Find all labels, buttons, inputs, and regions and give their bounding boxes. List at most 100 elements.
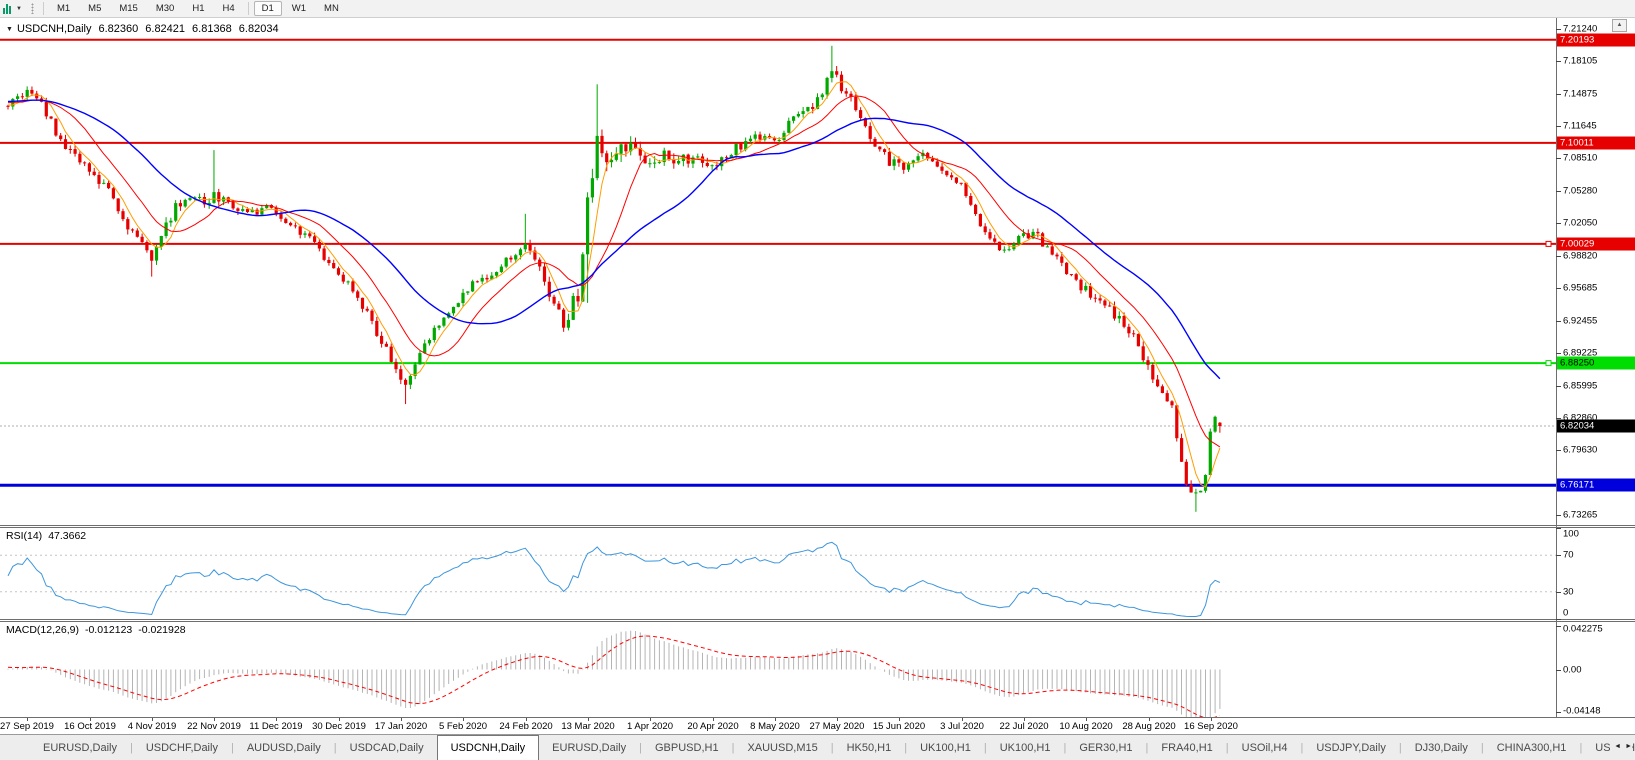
date-label: 30 Dec 2019 — [312, 721, 366, 732]
date-tick — [401, 718, 402, 721]
price-tick-label: 6.73265 — [1563, 509, 1598, 521]
price-tick — [1556, 450, 1561, 451]
date-tick — [1024, 718, 1025, 721]
date-label: 5 Feb 2020 — [438, 721, 488, 732]
timeframe-button-H1[interactable]: H1 — [192, 3, 205, 14]
collapse-triangle-icon[interactable]: ▼ — [6, 26, 13, 33]
price-tick — [1556, 353, 1561, 354]
date-label: 4 Nov 2019 — [127, 721, 177, 732]
date-tick — [339, 718, 340, 721]
rsi-tick — [1556, 528, 1561, 529]
date-tick — [276, 718, 277, 721]
rsi-value: 47.3662 — [48, 530, 87, 542]
pane-divider[interactable] — [0, 619, 1635, 620]
tab-scroll-right-button[interactable]: ► — [1625, 743, 1632, 750]
rsi-line — [7, 541, 1221, 617]
date-label: 27 Sep 2019 — [0, 721, 54, 732]
price-tick-label: 7.21240 — [1563, 23, 1598, 35]
date-label: 11 Dec 2019 — [249, 721, 303, 732]
macd-signal-line — [7, 635, 1221, 717]
pane-divider[interactable] — [0, 525, 1635, 526]
timeframe-button-MN[interactable]: MN — [324, 3, 339, 14]
tab-scroll-buttons: ◄ ► — [1610, 740, 1632, 754]
price-badge-6.76171: 6.76171 — [1557, 478, 1635, 492]
date-label: 28 Aug 2020 — [1122, 721, 1176, 732]
tab-separator: | — [1480, 741, 1484, 754]
price-tick-label: 7.11645 — [1563, 120, 1597, 132]
rsi-tick-label: 70 — [1563, 549, 1574, 561]
date-tick — [463, 718, 464, 721]
price-chart-pane[interactable] — [0, 18, 1557, 525]
line-handle[interactable] — [1545, 360, 1552, 367]
price-badge-6.88250: 6.88250 — [1557, 356, 1635, 370]
date-tick — [899, 718, 900, 721]
date-label: 27 May 2020 — [809, 721, 865, 732]
rsi-pane[interactable] — [0, 528, 1557, 619]
tab-fra40-h1[interactable]: FRA40,H1 — [1161, 741, 1213, 754]
price-tick — [1556, 29, 1561, 30]
tab-usdjpy-daily[interactable]: USDJPY,Daily — [1316, 741, 1386, 754]
chevron-down-icon[interactable]: ▼ — [16, 5, 22, 12]
pane-divider — [0, 621, 1635, 622]
date-tick — [1086, 718, 1087, 721]
tab-audusd-daily[interactable]: AUDUSD,Daily — [246, 741, 321, 754]
tab-separator: | — [333, 741, 337, 754]
tab-usoil-h4[interactable]: USOil,H4 — [1241, 741, 1288, 754]
timeframe-button-M1[interactable]: M1 — [56, 3, 71, 14]
tab-china300-h1[interactable]: CHINA300,H1 — [1496, 741, 1567, 754]
tab-eurusd-daily[interactable]: EURUSD,Daily — [43, 741, 117, 754]
tab-usdchf-daily[interactable]: USDCHF,Daily — [145, 741, 218, 754]
tab-hk50-h1[interactable]: HK50,H1 — [846, 741, 892, 754]
date-label: 10 Aug 2020 — [1059, 721, 1113, 732]
price-tick-label: 6.79630 — [1563, 444, 1598, 456]
date-tick — [837, 718, 838, 721]
price-tick — [1556, 94, 1561, 95]
timeframe-button-M15[interactable]: M15 — [119, 3, 138, 14]
date-label: 3 Jul 2020 — [940, 721, 984, 732]
tab-separator: | — [639, 741, 642, 754]
timeframe-button-W1[interactable]: W1 — [291, 3, 307, 14]
pane-divider — [0, 527, 1635, 528]
chart-tool-button[interactable]: ▼ — [3, 3, 24, 14]
tab-dj30-daily[interactable]: DJ30,Daily — [1414, 741, 1468, 754]
tab-xauusd-m15[interactable]: XAUUSD,M15 — [747, 741, 818, 754]
tab-usdcad-daily[interactable]: USDCAD,Daily — [349, 741, 424, 754]
macd-pane[interactable] — [0, 622, 1557, 717]
timeframe-button-M30[interactable]: M30 — [155, 3, 175, 14]
tab-scroll-left-button[interactable]: ◄ — [1614, 743, 1622, 750]
price-tick-label: 7.08510 — [1563, 152, 1598, 164]
price-badge-6.82034: 6.82034 — [1557, 419, 1635, 433]
timeframe-button-M5[interactable]: M5 — [88, 3, 102, 14]
tab-eurusd-daily[interactable]: EURUSD,Daily — [552, 741, 627, 754]
line-handle[interactable] — [1545, 240, 1552, 247]
scroll-up-button[interactable]: ▲ — [1612, 19, 1627, 32]
macd-histogram — [7, 630, 1221, 717]
price-tick — [1556, 158, 1561, 159]
rsi-tick-label: 100 — [1563, 528, 1579, 540]
chart-bars-icon — [3, 3, 12, 14]
price-tick-label: 6.82860 — [1563, 412, 1598, 424]
timeframe-button-D1[interactable]: D1 — [253, 1, 282, 16]
price-tick — [1556, 515, 1561, 516]
tab-ger30-h1[interactable]: GER30,H1 — [1079, 741, 1133, 754]
date-label: 16 Oct 2019 — [64, 721, 116, 732]
date-tick — [1149, 718, 1150, 721]
date-tick — [90, 718, 91, 721]
tab-uk100-h1[interactable]: UK100,H1 — [999, 741, 1051, 754]
tab-usdcnh-daily[interactable]: USDCNH,Daily — [436, 735, 540, 760]
timeframe-button-H4[interactable]: H4 — [222, 3, 235, 14]
macd-signal-value: -0.021928 — [138, 624, 186, 636]
date-tick — [152, 718, 153, 721]
price-tick-label: 7.05280 — [1563, 185, 1598, 197]
tab-separator: | — [1225, 741, 1229, 754]
price-tick — [1556, 223, 1561, 224]
price-tick-label: 7.14875 — [1563, 88, 1598, 100]
price-tick-label: 6.98820 — [1563, 250, 1598, 262]
date-label: 1 Apr 2020 — [627, 721, 673, 732]
price-badge-7.10011: 7.10011 — [1557, 136, 1635, 150]
date-label: 13 Mar 2020 — [561, 721, 615, 732]
toolbar-grip-handle[interactable] — [30, 3, 34, 14]
tab-gbpusd-h1[interactable]: GBPUSD,H1 — [655, 741, 719, 754]
tab-uk100-h1[interactable]: UK100,H1 — [920, 741, 971, 754]
